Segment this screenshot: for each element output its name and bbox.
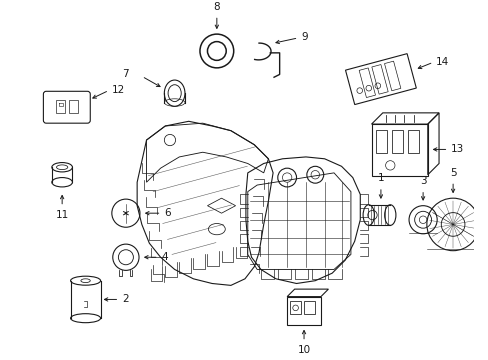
Text: 13: 13: [450, 144, 464, 154]
Bar: [289, 301, 301, 314]
Bar: [407, 130, 419, 153]
Text: 5: 5: [449, 167, 455, 177]
Bar: [391, 130, 403, 153]
Text: 11: 11: [56, 210, 69, 220]
Text: 7: 7: [122, 69, 129, 80]
Text: 6: 6: [164, 208, 171, 218]
Text: 1: 1: [377, 173, 384, 183]
Text: 4: 4: [161, 252, 168, 262]
Bar: [286, 297, 320, 325]
Bar: [375, 130, 386, 153]
Bar: [371, 124, 427, 176]
Text: 3: 3: [419, 176, 426, 186]
Text: 12: 12: [112, 85, 125, 95]
Bar: [304, 301, 315, 314]
Text: 8: 8: [213, 1, 220, 12]
Bar: [56, 100, 65, 113]
Text: 10: 10: [297, 345, 310, 355]
Text: 14: 14: [435, 57, 448, 67]
Text: 9: 9: [301, 32, 307, 42]
Bar: [69, 100, 78, 113]
Text: 2: 2: [122, 294, 128, 305]
